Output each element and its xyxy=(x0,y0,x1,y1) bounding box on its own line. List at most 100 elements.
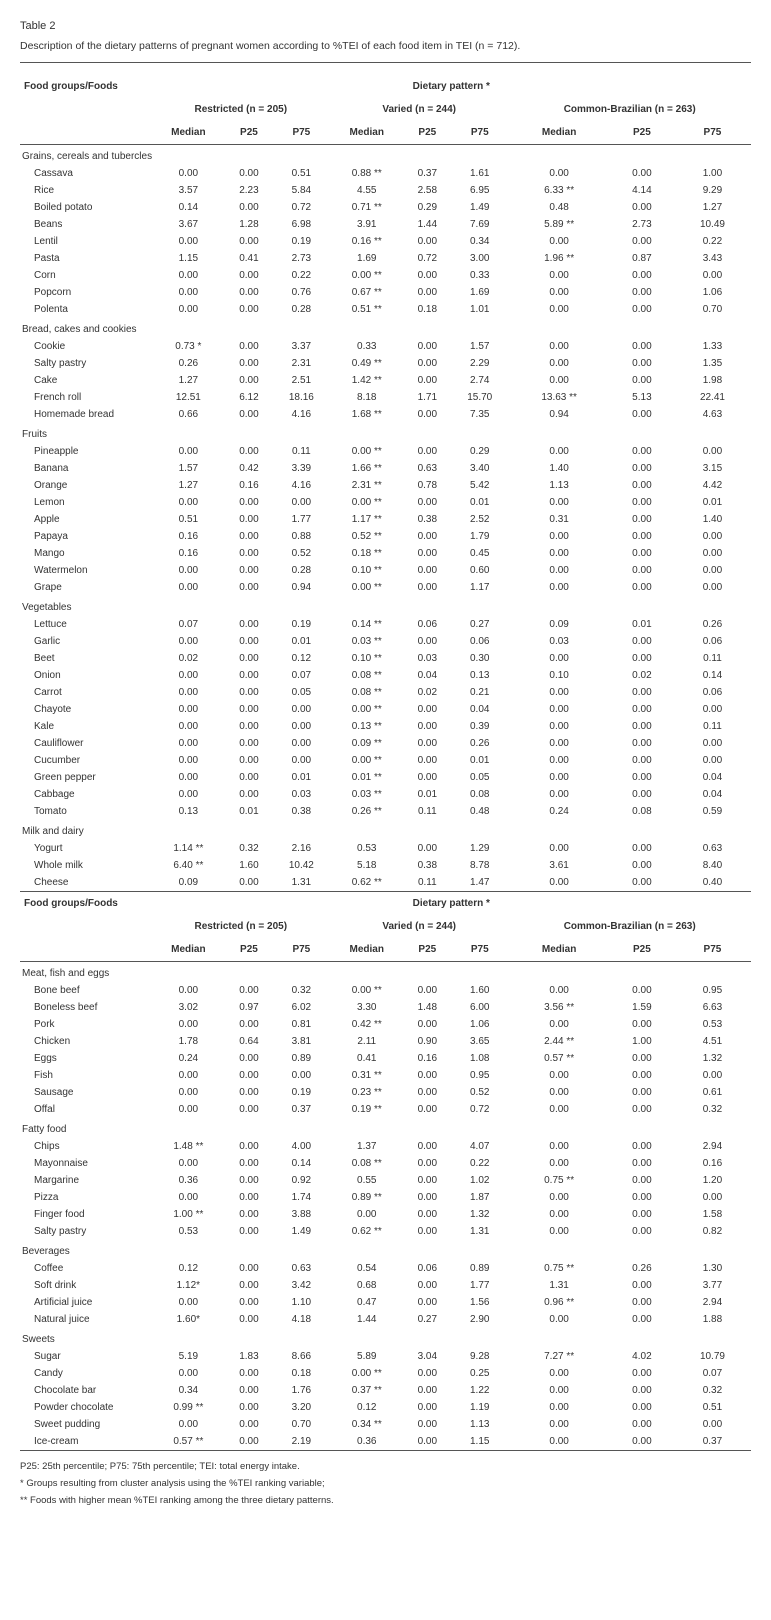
value-cell: 0.00 xyxy=(610,1399,674,1416)
value-cell: 0.04 xyxy=(674,769,751,786)
col-p25: P25 xyxy=(225,121,273,145)
value-cell: 0.00 xyxy=(404,1084,452,1101)
value-cell: 0.00 xyxy=(225,874,273,892)
value-cell: 0.22 xyxy=(273,267,330,284)
table-row: Salty pastry0.530.001.490.62 **0.001.310… xyxy=(20,1223,751,1240)
value-cell: 0.00 ** xyxy=(330,982,404,999)
value-cell: 0.00 xyxy=(610,701,674,718)
value-cell: 0.00 xyxy=(404,1206,452,1223)
value-cell: 0.62 ** xyxy=(330,874,404,892)
value-cell: 3.91 xyxy=(330,216,404,233)
value-cell: 0.00 xyxy=(152,562,226,579)
value-cell: 0.00 xyxy=(610,1050,674,1067)
value-cell: 0.33 xyxy=(330,338,404,355)
value-cell: 4.63 xyxy=(674,406,751,423)
table-row: Boneless beef3.020.976.023.301.486.003.5… xyxy=(20,999,751,1016)
value-cell: 0.00 xyxy=(404,338,452,355)
value-cell: 0.00 xyxy=(508,1155,610,1172)
food-name: Whole milk xyxy=(20,857,152,874)
col-common-brazilian: Common-Brazilian (n = 263) xyxy=(508,915,751,938)
value-cell: 0.00 xyxy=(508,301,610,318)
table-row: Pineapple0.000.000.110.00 **0.000.290.00… xyxy=(20,443,751,460)
value-cell: 0.00 xyxy=(404,982,452,999)
food-name: Pasta xyxy=(20,250,152,267)
value-cell: 1.33 xyxy=(674,338,751,355)
col-median: Median xyxy=(508,121,610,145)
value-cell: 1.61 xyxy=(451,165,508,182)
value-cell: 0.00 xyxy=(610,165,674,182)
value-cell: 1.56 xyxy=(451,1294,508,1311)
dietary-table: Food groups/Foods Dietary pattern * Rest… xyxy=(20,75,751,1451)
value-cell: 0.00 xyxy=(225,1294,273,1311)
value-cell: 0.00 xyxy=(152,579,226,596)
value-cell: 0.00 xyxy=(225,1311,273,1328)
value-cell: 0.37 ** xyxy=(330,1382,404,1399)
value-cell: 0.10 ** xyxy=(330,650,404,667)
value-cell: 0.37 xyxy=(273,1101,330,1118)
value-cell: 0.00 xyxy=(225,284,273,301)
value-cell: 3.56 ** xyxy=(508,999,610,1016)
table-row: Polenta0.000.000.280.51 **0.181.010.000.… xyxy=(20,301,751,318)
value-cell: 3.88 xyxy=(273,1206,330,1223)
value-cell: 1.49 xyxy=(451,199,508,216)
value-cell: 1.17 xyxy=(451,579,508,596)
value-cell: 0.33 xyxy=(451,267,508,284)
value-cell: 0.24 xyxy=(152,1050,226,1067)
food-name: Tomato xyxy=(20,803,152,820)
value-cell: 0.94 xyxy=(273,579,330,596)
value-cell: 0.00 xyxy=(610,477,674,494)
value-cell: 1.83 xyxy=(225,1348,273,1365)
value-cell: 3.42 xyxy=(273,1277,330,1294)
value-cell: 0.00 xyxy=(610,1223,674,1240)
value-cell: 2.44 ** xyxy=(508,1033,610,1050)
value-cell: 0.00 xyxy=(152,1416,226,1433)
table-row: Sausage0.000.000.190.23 **0.000.520.000.… xyxy=(20,1084,751,1101)
value-cell: 2.31 ** xyxy=(330,477,404,494)
section-title: Fruits xyxy=(20,423,751,443)
value-cell: 0.32 xyxy=(674,1382,751,1399)
food-name: Lettuce xyxy=(20,616,152,633)
value-cell: 0.06 xyxy=(404,616,452,633)
value-cell: 0.72 xyxy=(404,250,452,267)
value-cell: 0.00 xyxy=(225,786,273,803)
value-cell: 0.00 xyxy=(225,443,273,460)
col-p75: P75 xyxy=(273,938,330,962)
table-row: Corn0.000.000.220.00 **0.000.330.000.000… xyxy=(20,267,751,284)
value-cell: 0.88 ** xyxy=(330,165,404,182)
table-caption: Description of the dietary patterns of p… xyxy=(20,40,751,63)
value-cell: 0.10 ** xyxy=(330,562,404,579)
value-cell: 0.00 xyxy=(404,701,452,718)
value-cell: 0.00 xyxy=(674,545,751,562)
value-cell: 3.57 xyxy=(152,182,226,199)
section-title: Sweets xyxy=(20,1328,751,1348)
table-row: Chayote0.000.000.000.00 **0.000.040.000.… xyxy=(20,701,751,718)
value-cell: 0.00 xyxy=(152,633,226,650)
table-header-1: Food groups/Foods Dietary pattern * Rest… xyxy=(20,75,751,145)
value-cell: 0.19 ** xyxy=(330,1101,404,1118)
value-cell: 0.26 xyxy=(610,1260,674,1277)
value-cell: 0.00 xyxy=(610,494,674,511)
value-cell: 0.11 xyxy=(674,718,751,735)
table-row: Cucumber0.000.000.000.00 **0.000.010.000… xyxy=(20,752,751,769)
value-cell: 0.00 xyxy=(404,528,452,545)
value-cell: 0.00 xyxy=(152,1084,226,1101)
value-cell: 0.63 xyxy=(273,1260,330,1277)
value-cell: 1.27 xyxy=(674,199,751,216)
value-cell: 0.82 xyxy=(674,1223,751,1240)
value-cell: 0.40 xyxy=(674,874,751,892)
value-cell: 0.94 xyxy=(508,406,610,423)
value-cell: 1.15 xyxy=(152,250,226,267)
value-cell: 0.61 xyxy=(674,1084,751,1101)
value-cell: 0.00 xyxy=(225,406,273,423)
value-cell: 0.00 xyxy=(610,338,674,355)
value-cell: 0.00 xyxy=(225,233,273,250)
value-cell: 0.00 xyxy=(508,769,610,786)
value-cell: 0.63 xyxy=(404,460,452,477)
value-cell: 1.60* xyxy=(152,1311,226,1328)
value-cell: 4.18 xyxy=(273,1311,330,1328)
value-cell: 0.19 xyxy=(273,1084,330,1101)
col-dietary-pattern: Dietary pattern * xyxy=(152,892,751,916)
value-cell: 0.00 xyxy=(404,1172,452,1189)
value-cell: 1.22 xyxy=(451,1382,508,1399)
value-cell: 0.36 xyxy=(330,1433,404,1451)
